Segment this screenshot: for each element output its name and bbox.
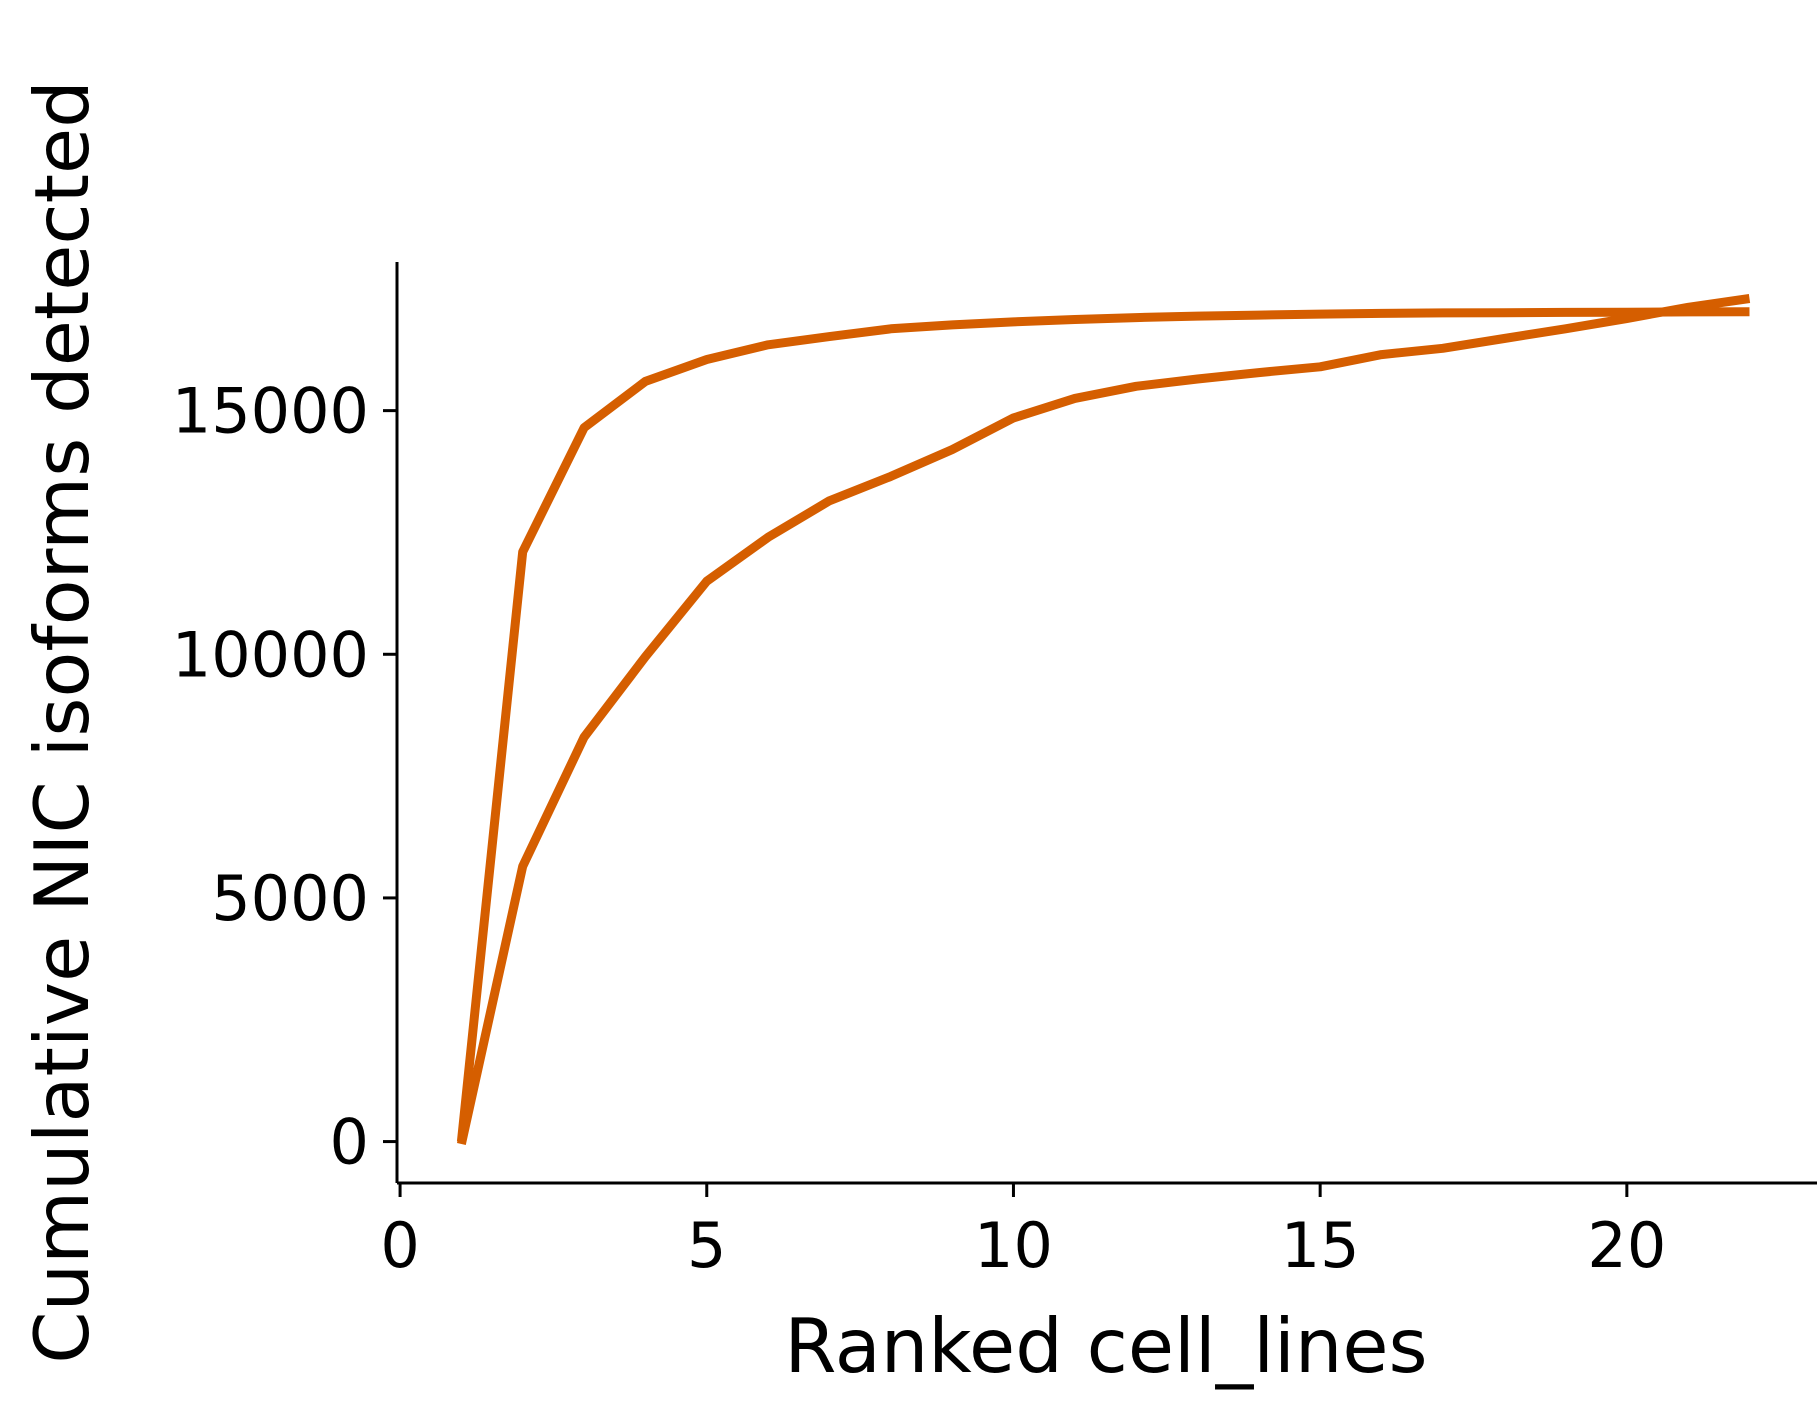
y-tick-label: 15000 bbox=[172, 375, 369, 448]
x-axis-label: Ranked cell_lines bbox=[784, 1302, 1427, 1390]
x-tick-label: 20 bbox=[1587, 1209, 1666, 1282]
y-ticks: 0 5000 10000 15000 bbox=[172, 375, 397, 1179]
y-tick-label: 10000 bbox=[172, 618, 369, 691]
x-tick-label: 0 bbox=[380, 1209, 419, 1282]
x-tick-label: 5 bbox=[687, 1209, 726, 1282]
x-tick-label: 10 bbox=[974, 1209, 1053, 1282]
series-line-2 bbox=[457, 294, 1751, 1145]
x-tick-label: 15 bbox=[1281, 1209, 1360, 1282]
y-tick-label: 5000 bbox=[211, 862, 369, 935]
x-ticks: 0 5 10 15 20 bbox=[380, 1183, 1666, 1282]
plot-lines bbox=[456, 294, 1751, 1145]
series-line-1 bbox=[456, 307, 1750, 1143]
y-axis-label: Cumulative NIC isoforms detected bbox=[18, 80, 106, 1364]
y-tick-label: 0 bbox=[330, 1106, 369, 1179]
